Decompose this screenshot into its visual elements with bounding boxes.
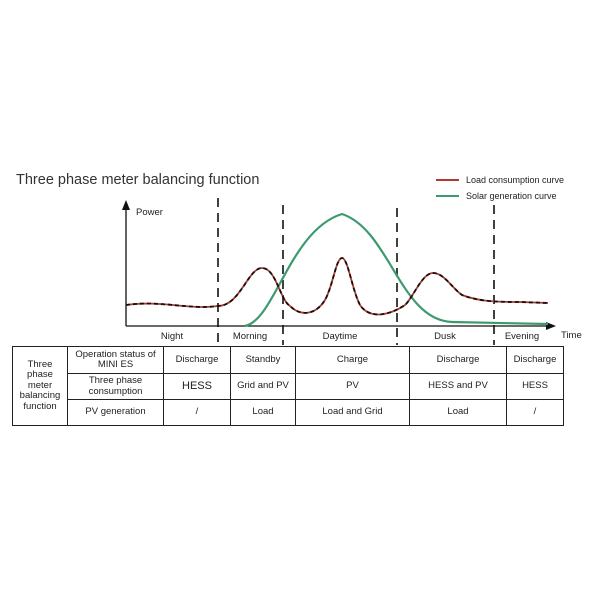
solar-generation-curve — [244, 212, 549, 328]
cell-status-night: Discharge — [163, 346, 231, 374]
cell-pv-dusk: Load — [409, 399, 507, 426]
load-consumption-curve — [125, 257, 549, 316]
row-label-operation-status: Operation status of MINI ES — [67, 346, 164, 374]
cell-consumption-morning: Grid and PV — [230, 373, 296, 400]
y-axis-label: Power — [136, 207, 163, 218]
legend-solar-label: Solar generation curve — [466, 191, 557, 201]
page-title: Three phase meter balancing function — [16, 172, 260, 188]
cell-status-morning: Standby — [230, 346, 296, 374]
cell-pv-morning: Load — [230, 399, 296, 426]
cell-pv-evening: / — [506, 399, 564, 426]
x-axis-label: Time — [561, 330, 582, 341]
period-label-morning: Morning — [233, 331, 267, 342]
row-label-consumption: Three phase consumption — [67, 373, 164, 400]
cell-status-daytime: Charge — [295, 346, 410, 374]
function-table: Three phase meter balancing function Ope… — [12, 346, 564, 426]
cell-consumption-dusk: HESS and PV — [409, 373, 507, 400]
row-label-pv-generation: PV generation — [67, 399, 164, 426]
period-label-night: Night — [161, 331, 184, 342]
cell-pv-daytime: Load and Grid — [295, 399, 410, 426]
period-label-evening: Evening — [505, 331, 539, 342]
cell-pv-night: / — [163, 399, 231, 426]
legend-load-label: Load consumption curve — [466, 175, 564, 185]
y-axis-arrow — [122, 200, 130, 210]
period-label-dusk: Dusk — [434, 331, 456, 342]
cell-consumption-night: HESS — [163, 373, 231, 400]
period-label-daytime: Daytime — [323, 331, 358, 342]
table-header-cell: Three phase meter balancing function — [12, 346, 68, 426]
cell-status-evening: Discharge — [506, 346, 564, 374]
load-curve-dashes — [125, 257, 549, 316]
cell-status-dusk: Discharge — [409, 346, 507, 374]
x-axis-arrow — [546, 322, 556, 330]
cell-consumption-daytime: PV — [295, 373, 410, 400]
balancing-diagram: Load consumption curve Solar generation … — [122, 175, 582, 345]
cell-consumption-evening: HESS — [506, 373, 564, 400]
